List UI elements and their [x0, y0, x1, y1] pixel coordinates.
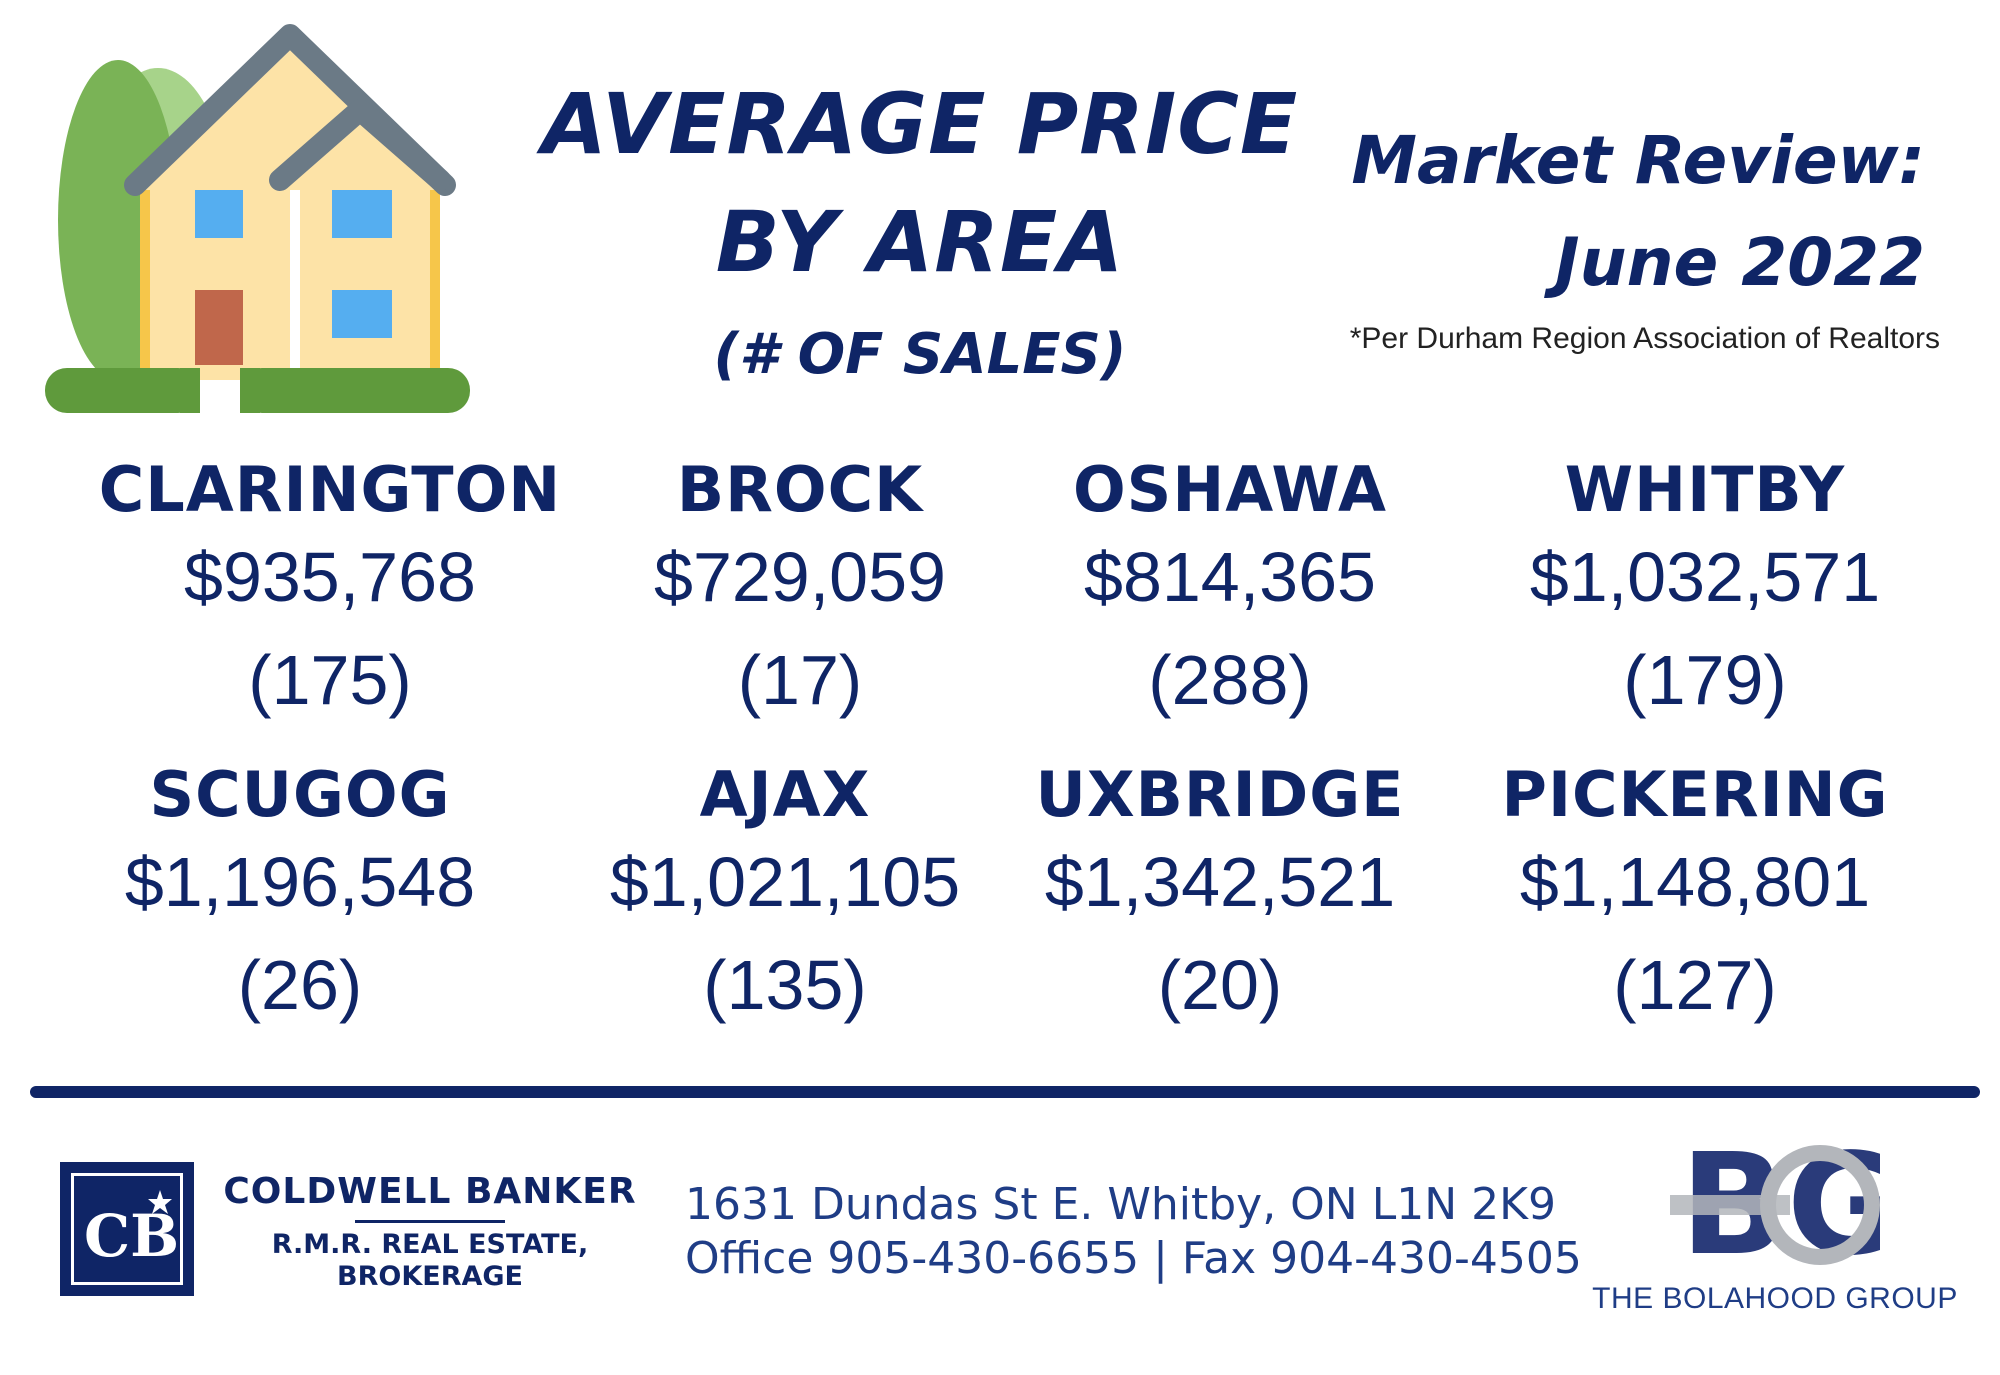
area-name: WHITBY	[1564, 453, 1846, 526]
area-sales-count: (175)	[248, 641, 412, 719]
area-name: AJAX	[699, 758, 871, 831]
brokerage-name: COLDWELL BANKER	[223, 1171, 637, 1212]
title-line-3: (# OF SALES)	[713, 322, 1127, 387]
area-card-ajax: AJAX $1,021,105 (135)	[545, 755, 1025, 1041]
brokerage-line-2: R.M.R. REAL ESTATE,	[271, 1229, 589, 1260]
bolahood-group-logo: BG	[1670, 1135, 1880, 1275]
area-card-pickering: PICKERING $1,148,801 (127)	[1455, 755, 1935, 1041]
title-line-2: BY AREA	[715, 193, 1125, 291]
area-name: OSHAWA	[1072, 453, 1388, 526]
area-card-whitby: WHITBY $1,032,571 (179)	[1465, 450, 1945, 736]
area-sales-count: (179)	[1623, 641, 1787, 719]
area-average-price: $1,032,571	[1529, 538, 1881, 616]
area-average-price: $1,342,521	[1044, 843, 1396, 921]
area-card-clarington: CLARINGTON $935,768 (175)	[90, 450, 570, 736]
divider	[30, 1086, 1980, 1098]
area-card-scugog: SCUGOG $1,196,548 (26)	[60, 755, 540, 1041]
cb-monogram-icon: CB	[84, 1190, 179, 1270]
house-icon	[45, 24, 470, 413]
area-name: BROCK	[676, 453, 924, 526]
area-average-price: $729,059	[654, 538, 946, 616]
coldwell-banker-logo: CB	[60, 1162, 194, 1296]
area-average-price: $814,365	[1084, 538, 1376, 616]
brokerage-line-3: BROKERAGE	[337, 1261, 523, 1292]
area-average-price: $1,021,105	[609, 843, 961, 921]
area-name: SCUGOG	[149, 758, 451, 831]
area-card-oshawa: OSHAWA $814,365 (288)	[990, 450, 1470, 736]
market-review-heading: Market Review: June 2022	[1225, 110, 1925, 314]
area-average-price: $1,196,548	[124, 843, 476, 921]
area-sales-count: (135)	[703, 946, 867, 1024]
page-title: AVERAGE PRICE BY AREA (# OF SALES)	[540, 65, 1300, 405]
area-name: UXBRIDGE	[1035, 758, 1405, 831]
brokerage-name-block: COLDWELL BANKER R.M.R. REAL ESTATE, BROK…	[220, 1168, 640, 1293]
review-line-2: June 2022	[1555, 224, 1925, 301]
brokerage-rule	[355, 1220, 505, 1223]
source-note: *Per Durham Region Association of Realto…	[1349, 322, 1940, 355]
area-average-price: $1,148,801	[1519, 843, 1871, 921]
area-sales-count: (17)	[737, 641, 863, 719]
area-card-uxbridge: UXBRIDGE $1,342,521 (20)	[980, 755, 1460, 1041]
area-sales-count: (26)	[237, 946, 363, 1024]
area-card-brock: BROCK $729,059 (17)	[560, 450, 1040, 736]
area-name: PICKERING	[1501, 758, 1889, 831]
address: 1631 Dundas St E. Whitby, ON L1N 2K9	[685, 1179, 1556, 1230]
area-sales-count: (127)	[1613, 946, 1777, 1024]
group-name: THE BOLAHOOD GROUP	[1592, 1282, 1958, 1315]
phone-fax: Office 905-430-6655 | Fax 904-430-4505	[685, 1233, 1582, 1284]
title-line-1: AVERAGE PRICE	[541, 75, 1299, 173]
area-sales-count: (20)	[1157, 946, 1283, 1024]
area-sales-count: (288)	[1148, 641, 1312, 719]
area-average-price: $935,768	[184, 538, 476, 616]
svg-text:CB: CB	[84, 1202, 179, 1270]
area-name: CLARINGTON	[98, 453, 562, 526]
contact-info: 1631 Dundas St E. Whitby, ON L1N 2K9 Off…	[685, 1178, 1582, 1286]
review-line-1: Market Review:	[1351, 122, 1925, 199]
